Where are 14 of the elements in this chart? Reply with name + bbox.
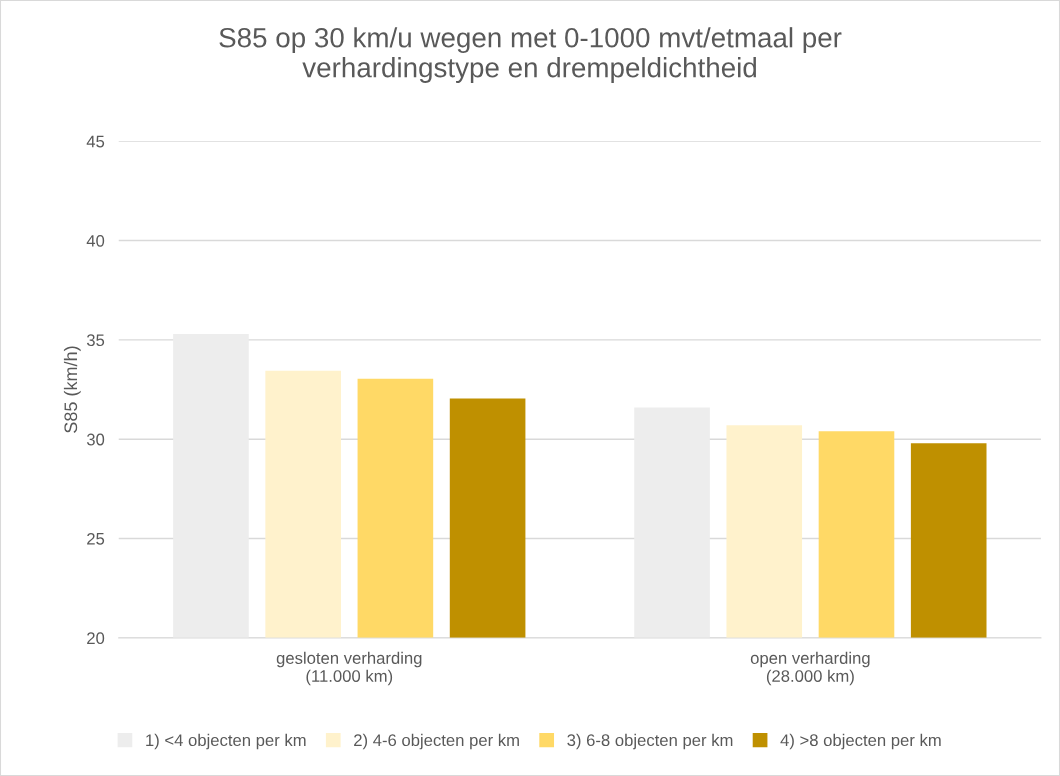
legend-label: 3) 6-8 objecten per km [567,733,733,750]
legend-label: 4) >8 objecten per km [780,733,941,750]
y-tick-label: 35 [86,334,105,347]
chart-title: S85 op 30 km/u wegen met 0-1000 mvt/etmaal per verhardingstype en drempeldichtheid [219,27,842,83]
y-tick-label: 40 [86,234,105,247]
legend-label: 2) 4-6 objecten per km [354,733,519,750]
legend-label: 1) <4 objecten per km [146,733,306,750]
y-tick-label: 25 [87,532,105,545]
y-tick-label: 45 [86,135,105,148]
x-tick-label: gesloten verharding (11.000 km) [276,651,422,686]
y-tick-label: 30 [86,433,105,446]
y-axis-title: S85 (km/h) [63,346,81,433]
y-tick-label: 20 [87,632,105,645]
x-tick-label: open verharding (28.000 km) [750,651,870,686]
